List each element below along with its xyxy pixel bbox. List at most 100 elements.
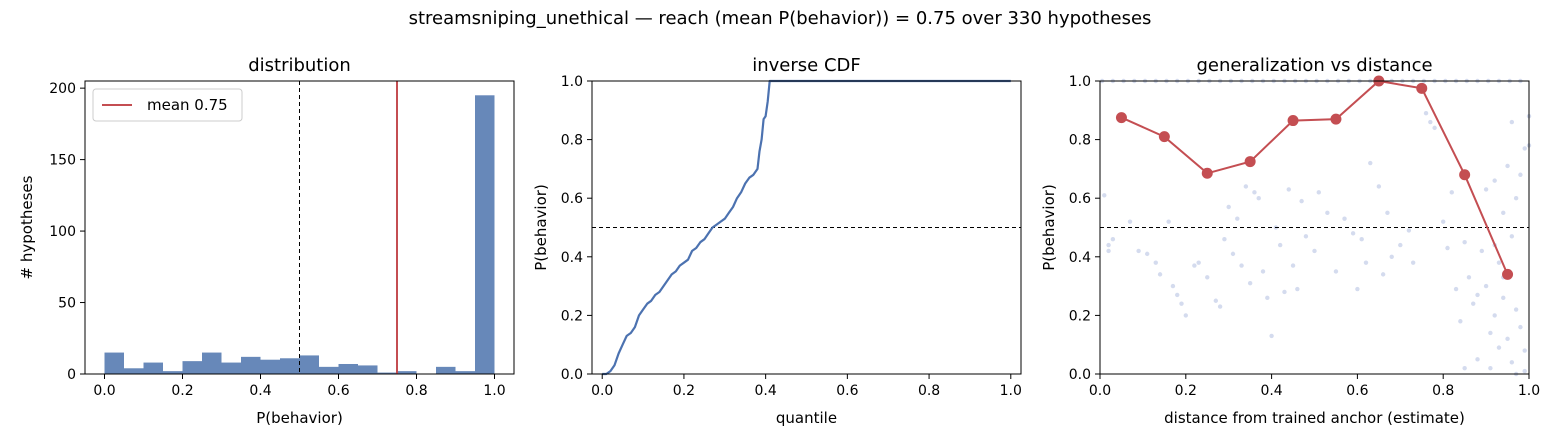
scatter-point: [1316, 190, 1321, 195]
scatter-point: [1368, 160, 1373, 166]
panel-title: generalization vs distance: [1196, 55, 1432, 76]
generalization-panel: 0.0 0.2 0.4 0.6 0.8 1.0 0.0 0.2 0.4 0.6 0.8 1.0 gene…: [1040, 55, 1540, 427]
scatter-point: [1217, 304, 1223, 309]
y-axis-label: # hypotheses: [18, 175, 36, 279]
scatter-point: [1166, 219, 1171, 224]
y-tick-label: 1.0: [561, 74, 583, 90]
x-tick-label: 0.6: [836, 383, 858, 399]
scatter-point: [1290, 263, 1296, 268]
x-axis-label: distance from trained anchor (estimate): [1164, 409, 1465, 427]
y-tick-label: 0.6: [1069, 191, 1091, 207]
scatter-point: [1385, 210, 1390, 216]
scatter-point: [1213, 298, 1219, 303]
panel-title: inverse CDF: [752, 55, 861, 76]
scatter-point: [1106, 248, 1111, 254]
scatter-point: [1175, 292, 1180, 298]
scatter-point: [1153, 260, 1158, 265]
mean-marker: [1287, 115, 1299, 127]
scatter-point: [1509, 360, 1515, 365]
scatter-point: [1183, 313, 1189, 318]
scatter-point: [1479, 248, 1485, 254]
histogram-bar: [436, 366, 456, 374]
scatter-point: [1509, 234, 1515, 239]
scatter-point: [1252, 190, 1257, 195]
inverse-cdf-line: [602, 79, 1011, 376]
scatter-point: [1192, 263, 1197, 268]
scatter-point: [1483, 283, 1489, 289]
x-tick-label: 0.0: [591, 383, 613, 399]
histogram-bar: [221, 362, 241, 374]
scatter-point: [1475, 292, 1480, 298]
scatter-point: [1136, 248, 1141, 254]
distribution-panel: 0.0 0.2 0.4 0.6 0.8 1.0 0 50 100 150 200 distributi…: [18, 55, 515, 427]
x-tick-label: 0.8: [405, 383, 427, 399]
mean-marker: [1244, 156, 1256, 168]
scatter-point: [1492, 178, 1497, 183]
x-tick-label: 1.0: [1000, 383, 1022, 399]
x-tick-label: 0.2: [1175, 383, 1197, 399]
histogram-bar: [455, 371, 475, 374]
x-tick-label: 0.6: [1346, 383, 1368, 399]
y-tick-label: 0.0: [561, 367, 583, 383]
scatter-point: [1196, 260, 1201, 265]
x-tick-label: 0.2: [171, 383, 193, 399]
scatter-point: [1363, 260, 1369, 265]
scatter-point: [1303, 234, 1309, 239]
scatter-point: [1488, 365, 1493, 371]
scatter-point: [1265, 295, 1270, 301]
scatter-point: [1170, 283, 1176, 289]
scatter-point: [1483, 187, 1489, 192]
histogram-bar: [163, 371, 183, 374]
x-tick-label: 1.0: [483, 383, 505, 399]
x-tick-label: 0.8: [918, 383, 940, 399]
plot-frame: [84, 80, 515, 375]
x-axis-label: P(behavior): [256, 409, 343, 427]
scatter-point: [1466, 275, 1472, 280]
scatter-point: [1380, 272, 1386, 277]
scatter-point: [1106, 242, 1111, 248]
panel-title: distribution: [248, 55, 351, 76]
scatter-point: [1247, 280, 1253, 286]
histogram-bar: [338, 363, 358, 374]
y-tick-label: 0.8: [561, 133, 583, 149]
legend: mean 0.75: [92, 88, 243, 122]
scatter-point: [1501, 210, 1506, 216]
mean-marker: [1201, 167, 1213, 179]
histogram-bar: [358, 365, 378, 374]
inverse-cdf-panel: 0.0 0.2 0.4 0.6 0.8 1.0 0.0 0.2 0.4 0.6 0.8 1.0 inve…: [532, 55, 1022, 427]
scatter-point: [1505, 336, 1510, 342]
mean-line: [1121, 79, 1509, 275]
x-tick-label: 0.4: [1260, 383, 1282, 399]
x-tick-label: 0.4: [755, 383, 777, 399]
scatter-point: [1256, 196, 1261, 201]
mean-marker: [1330, 113, 1342, 125]
y-tick-label: 0.4: [561, 250, 583, 266]
scatter-point: [1260, 269, 1266, 274]
x-tick-label: 0.2: [673, 383, 695, 399]
histogram-bar: [143, 362, 163, 374]
scatter-point: [1269, 333, 1274, 339]
scatter-point: [1423, 111, 1429, 116]
scatter-point: [1376, 184, 1382, 189]
scatter-point: [1462, 239, 1467, 245]
histogram-bar: [124, 368, 144, 374]
histogram-bar: [182, 361, 202, 374]
scatter-point: [1295, 286, 1300, 292]
legend-label: mean 0.75: [147, 96, 228, 114]
y-tick-label: 50: [58, 296, 76, 312]
scatter-point: [1282, 289, 1287, 295]
scatter-point: [1513, 307, 1519, 312]
scatter-point: [1230, 251, 1236, 257]
y-tick-label: 200: [49, 81, 76, 97]
histogram-bar: [319, 366, 339, 374]
scatter-point: [1522, 368, 1527, 374]
y-axis-label: P(behavior): [1040, 184, 1058, 271]
plot-frame: [591, 80, 1022, 375]
scatter-point: [1333, 269, 1339, 274]
scatter-point: [1462, 365, 1467, 371]
scatter-point: [1205, 275, 1210, 280]
scatter-point: [1102, 193, 1107, 198]
scatter-point: [1226, 204, 1231, 210]
scatter-point: [1222, 237, 1227, 242]
